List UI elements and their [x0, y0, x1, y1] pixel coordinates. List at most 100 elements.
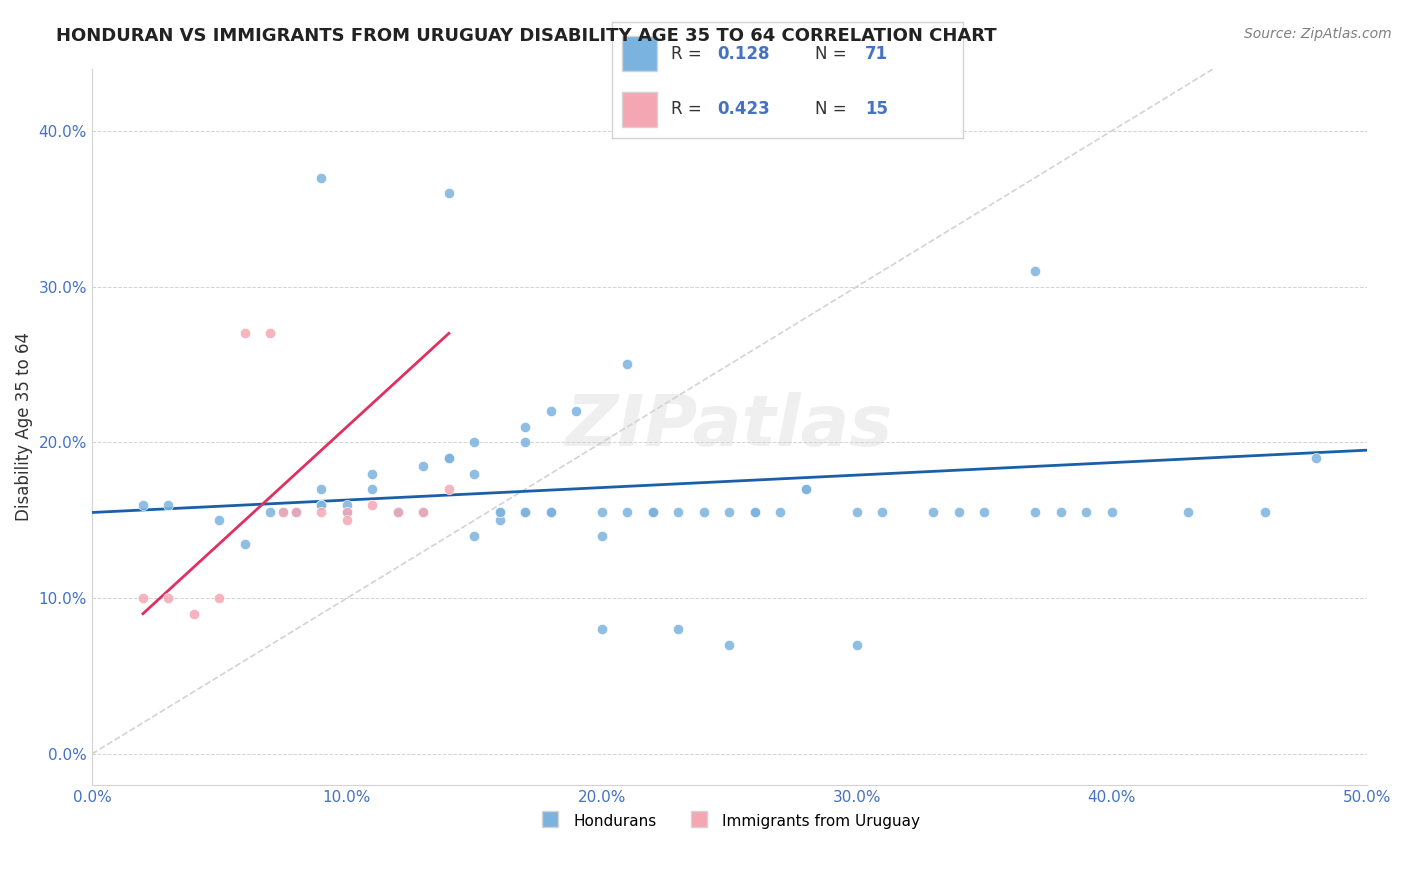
Text: N =: N =: [815, 100, 852, 119]
Text: R =: R =: [672, 100, 707, 119]
Point: [515, 506, 537, 520]
Point: [693, 506, 716, 520]
Point: [157, 591, 180, 606]
Point: [845, 638, 868, 652]
Point: [259, 326, 281, 341]
Point: [311, 170, 333, 185]
Point: [666, 506, 689, 520]
Point: [489, 506, 512, 520]
Point: [463, 467, 485, 481]
Point: [311, 498, 333, 512]
Point: [132, 498, 155, 512]
Point: [973, 506, 995, 520]
Point: [284, 506, 307, 520]
Point: [616, 506, 638, 520]
Point: [794, 482, 817, 496]
Point: [641, 506, 664, 520]
Point: [1305, 450, 1327, 465]
Point: [271, 506, 294, 520]
Point: [616, 358, 638, 372]
Point: [794, 482, 817, 496]
Point: [361, 482, 384, 496]
Point: [1024, 264, 1046, 278]
Point: [718, 506, 741, 520]
Point: [641, 506, 664, 520]
Y-axis label: Disability Age 35 to 64: Disability Age 35 to 64: [15, 333, 32, 521]
Point: [744, 506, 766, 520]
Point: [515, 419, 537, 434]
Point: [208, 513, 231, 527]
Point: [284, 506, 307, 520]
Point: [311, 506, 333, 520]
Point: [515, 435, 537, 450]
Point: [565, 404, 588, 418]
Point: [845, 506, 868, 520]
Point: [769, 506, 792, 520]
Text: 71: 71: [865, 45, 887, 62]
Text: Source: ZipAtlas.com: Source: ZipAtlas.com: [1244, 27, 1392, 41]
Point: [540, 506, 562, 520]
Text: R =: R =: [672, 45, 707, 62]
Point: [336, 498, 359, 512]
Point: [540, 506, 562, 520]
Point: [361, 467, 384, 481]
Text: 0.128: 0.128: [717, 45, 769, 62]
Point: [1254, 506, 1277, 520]
Point: [387, 506, 409, 520]
Point: [336, 506, 359, 520]
Text: 15: 15: [865, 100, 887, 119]
Point: [948, 506, 970, 520]
Point: [233, 326, 256, 341]
Point: [412, 458, 434, 473]
FancyBboxPatch shape: [621, 92, 658, 127]
Point: [1050, 506, 1073, 520]
Text: HONDURAN VS IMMIGRANTS FROM URUGUAY DISABILITY AGE 35 TO 64 CORRELATION CHART: HONDURAN VS IMMIGRANTS FROM URUGUAY DISA…: [56, 27, 997, 45]
Text: 0.423: 0.423: [717, 100, 770, 119]
Point: [437, 450, 460, 465]
Point: [591, 623, 613, 637]
Point: [412, 506, 434, 520]
Point: [540, 404, 562, 418]
Point: [1177, 506, 1199, 520]
Point: [1024, 506, 1046, 520]
Point: [666, 623, 689, 637]
Point: [233, 536, 256, 550]
Point: [463, 529, 485, 543]
Point: [437, 186, 460, 201]
Point: [284, 506, 307, 520]
Point: [463, 435, 485, 450]
Point: [744, 506, 766, 520]
Point: [540, 506, 562, 520]
Point: [336, 506, 359, 520]
Legend: Hondurans, Immigrants from Uruguay: Hondurans, Immigrants from Uruguay: [533, 806, 927, 835]
Point: [412, 506, 434, 520]
Point: [183, 607, 205, 621]
Point: [387, 506, 409, 520]
Point: [489, 513, 512, 527]
Point: [336, 506, 359, 520]
Point: [872, 506, 894, 520]
Point: [437, 450, 460, 465]
Point: [591, 529, 613, 543]
Point: [489, 506, 512, 520]
Point: [641, 506, 664, 520]
Point: [208, 591, 231, 606]
Point: [311, 498, 333, 512]
Point: [718, 638, 741, 652]
FancyBboxPatch shape: [621, 37, 658, 71]
Point: [132, 591, 155, 606]
Point: [259, 506, 281, 520]
Point: [311, 482, 333, 496]
Point: [361, 498, 384, 512]
Point: [515, 506, 537, 520]
Text: N =: N =: [815, 45, 852, 62]
Point: [591, 506, 613, 520]
Point: [157, 498, 180, 512]
Point: [271, 506, 294, 520]
Point: [336, 513, 359, 527]
Point: [1101, 506, 1123, 520]
Point: [1076, 506, 1098, 520]
Point: [922, 506, 945, 520]
Point: [437, 482, 460, 496]
Point: [387, 506, 409, 520]
